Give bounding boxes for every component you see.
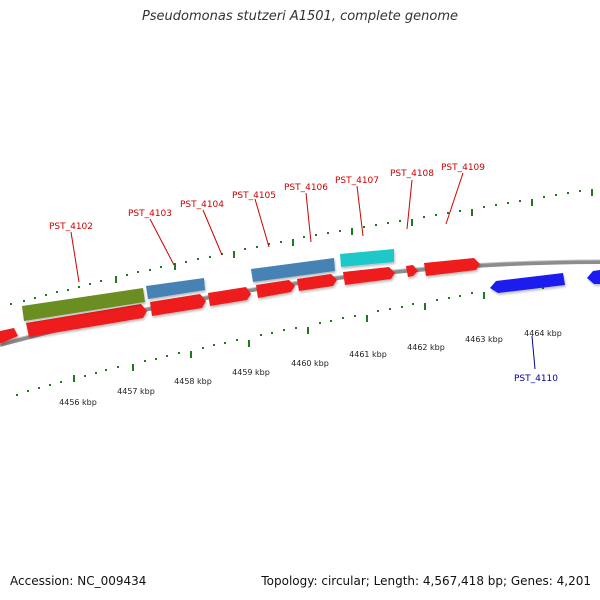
gene-arrow[interactable] (343, 267, 395, 285)
feature-steelblue[interactable] (146, 278, 205, 299)
gene-label[interactable]: PST_4108 (390, 169, 434, 179)
reverse-strand-genes (490, 270, 600, 293)
leader-line (356, 185, 364, 237)
kbp-label: 4464 kbp (524, 329, 562, 338)
gene-label[interactable]: PST_4106 (284, 183, 328, 193)
gene-arrow[interactable] (0, 328, 18, 343)
genome-stats-label: Topology: circular; Length: 4,567,418 bp… (261, 574, 591, 588)
forward-strand-genes (0, 258, 480, 343)
gene-label[interactable]: PST_4104 (180, 200, 224, 210)
leader-line (149, 218, 175, 266)
feature-cyan[interactable] (340, 249, 394, 267)
feature-blocks (22, 249, 394, 321)
kbp-label: 4456 kbp (59, 398, 97, 407)
gene-arrow[interactable] (26, 304, 147, 337)
gene-arrow[interactable] (587, 270, 600, 284)
gene-label[interactable]: PST_4109 (441, 163, 485, 173)
gene-arrow[interactable] (406, 265, 418, 277)
feature-steelblue[interactable] (251, 258, 335, 282)
leader-line (445, 172, 464, 225)
gene-label[interactable]: PST_4110 (514, 374, 558, 384)
kbp-label: 4457 kbp (117, 387, 155, 396)
gene-label[interactable]: PST_4102 (49, 222, 93, 232)
gene-label[interactable]: PST_4103 (128, 209, 172, 219)
kbp-scale-labels: 4456 kbp 4457 kbp 4458 kbp 4459 kbp 4460… (59, 329, 562, 407)
leader-line (70, 231, 80, 283)
feature-green[interactable] (22, 288, 145, 321)
kbp-label: 4458 kbp (174, 377, 212, 386)
gene-arrow[interactable] (490, 273, 565, 293)
forward-gene-labels: PST_4102 PST_4103 PST_4104 PST_4105 PST_… (49, 163, 485, 232)
kbp-label: 4460 kbp (291, 359, 329, 368)
kbp-label: 4459 kbp (232, 368, 270, 377)
gene-label[interactable]: PST_4105 (232, 191, 276, 201)
inner-tick-track (16, 282, 544, 396)
genome-title: Pseudomonas stutzeri A1501, complete gen… (141, 9, 459, 24)
forward-gene-leaders (70, 172, 464, 283)
gene-arrow[interactable] (424, 258, 480, 276)
gene-arrow[interactable] (208, 287, 251, 306)
gene-arrow[interactable] (297, 274, 337, 291)
kbp-label: 4462 kbp (407, 343, 445, 352)
leader-line (202, 209, 223, 256)
leader-line (305, 192, 312, 243)
leader-line-reverse (531, 335, 536, 370)
gene-arrow[interactable] (150, 294, 206, 316)
accession-label: Accession: NC_009434 (10, 574, 147, 588)
leader-line (254, 198, 270, 248)
gene-label[interactable]: PST_4107 (335, 176, 379, 186)
leader-line (406, 179, 413, 230)
kbp-label: 4461 kbp (349, 350, 387, 359)
gene-arrow[interactable] (256, 280, 295, 298)
kbp-label: 4463 kbp (465, 335, 503, 344)
outer-tick-track (10, 189, 593, 305)
